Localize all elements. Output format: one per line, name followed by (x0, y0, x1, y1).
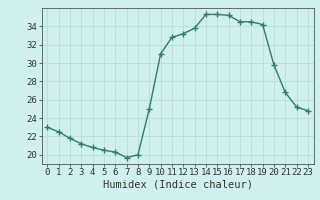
X-axis label: Humidex (Indice chaleur): Humidex (Indice chaleur) (103, 180, 252, 190)
